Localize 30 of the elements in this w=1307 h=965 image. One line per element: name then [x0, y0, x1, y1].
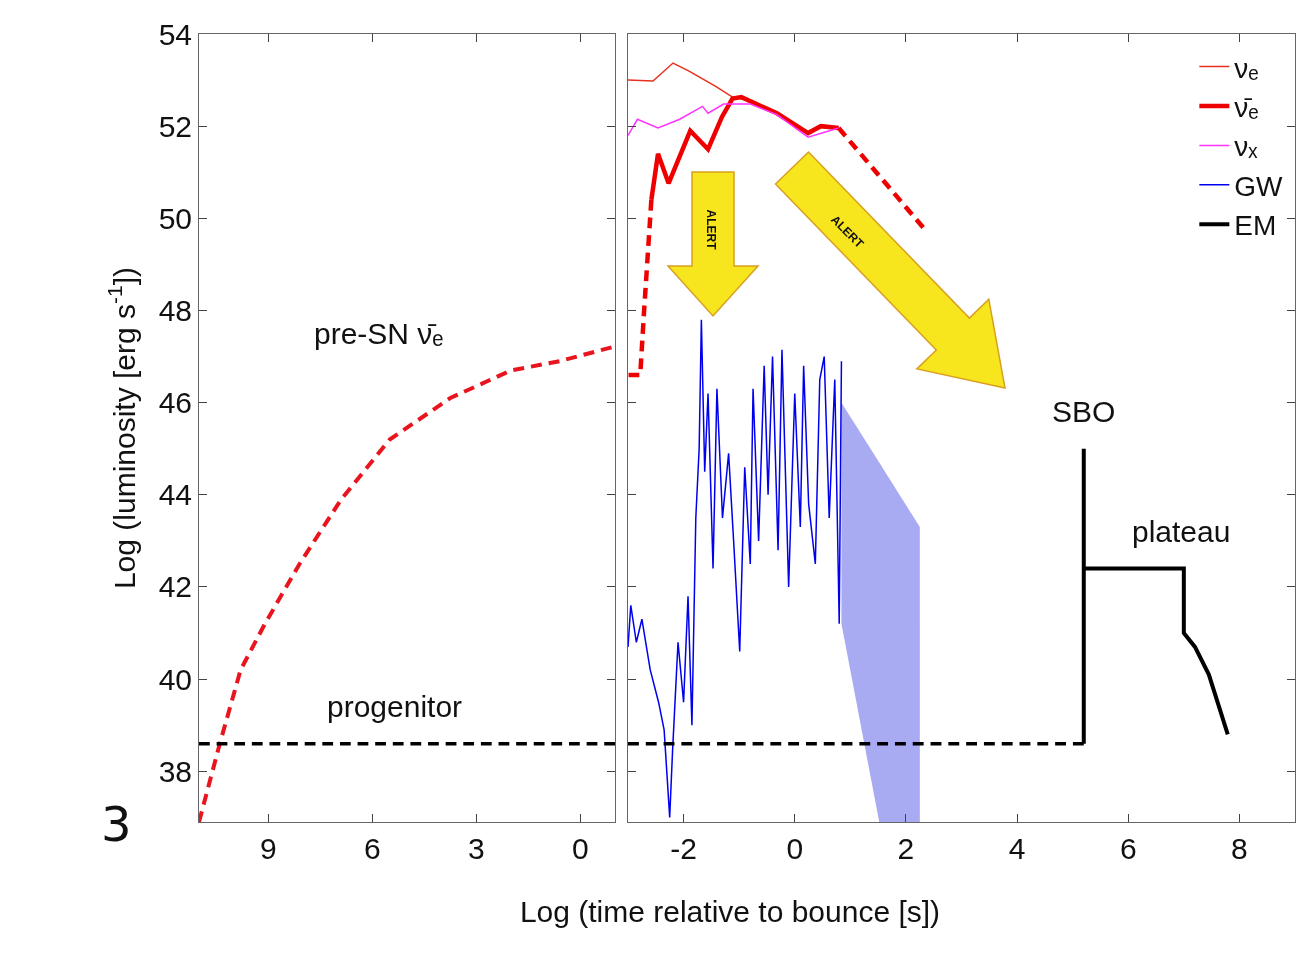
y-tick-label: 48 — [158, 293, 192, 327]
y-tick-label: 40 — [158, 662, 192, 696]
y-tick-label: 42 — [158, 570, 192, 604]
y-tick-label: 46 — [158, 386, 192, 420]
annotation: progenitor — [327, 690, 463, 723]
x-tick-label: 0 — [786, 832, 804, 865]
legend-label: EM — [1234, 210, 1277, 242]
annotation: SBO — [1052, 395, 1116, 428]
y-tick-label: 38 — [158, 754, 192, 788]
legend-label: GW — [1234, 170, 1284, 202]
x-tick-label: 0 — [571, 832, 589, 865]
annotation: ALERT — [704, 209, 719, 251]
x-axis-title: Log (time relative to bounce [s]) — [518, 895, 942, 929]
annotation: pre-SN ν̄ₑ — [314, 317, 444, 350]
y-tick-label: 54 — [158, 17, 192, 51]
annotation: plateau — [1132, 515, 1231, 548]
y-tick-label: 44 — [158, 478, 192, 512]
x-tick-label: 8 — [1231, 832, 1248, 865]
x-tick-label: 6 — [363, 832, 381, 865]
legend-label: ν̄ₑ — [1234, 91, 1259, 123]
x-tick-label: -2 — [670, 832, 697, 865]
y-tick-label: 50 — [158, 201, 192, 235]
x-tick-label: 2 — [897, 832, 915, 865]
x-tick-label: 6 — [1119, 832, 1137, 865]
x-tick-label: 9 — [259, 832, 277, 865]
y-tick-label: 52 — [158, 109, 192, 143]
x-tick-label: 4 — [1008, 832, 1026, 865]
legend-label: νₑ — [1234, 52, 1259, 84]
x-tick-label: 3 — [467, 832, 485, 865]
legend-label: νₓ — [1234, 131, 1259, 163]
